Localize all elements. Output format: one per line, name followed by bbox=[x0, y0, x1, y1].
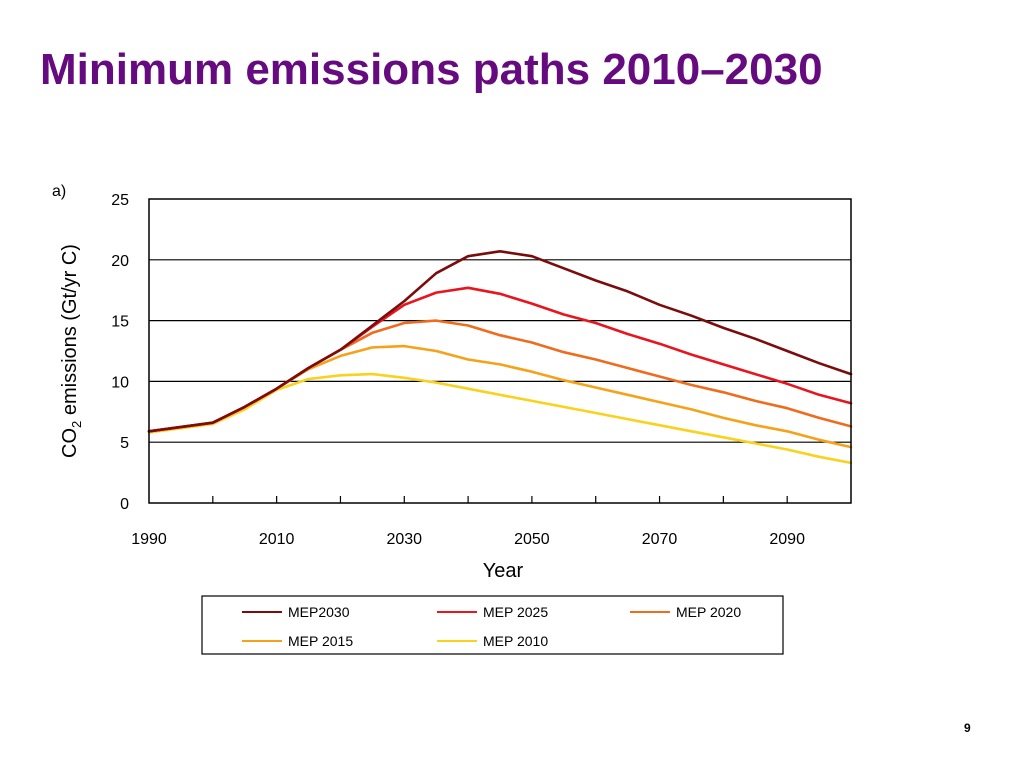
legend-label: MEP 2015 bbox=[288, 633, 353, 649]
x-tick-label: 2070 bbox=[642, 531, 678, 548]
grid-lines bbox=[149, 259, 851, 443]
y-axis-title: CO2 emissions (Gt/yr C) bbox=[59, 244, 84, 458]
svg-text:CO2 emissions (Gt/yr C): CO2 emissions (Gt/yr C) bbox=[59, 244, 84, 458]
x-tick-label: 2030 bbox=[386, 531, 422, 548]
x-tick-label: 1990 bbox=[131, 531, 167, 548]
legend-entry: MEP 2020 bbox=[630, 604, 741, 620]
y-tick-label: 20 bbox=[111, 253, 129, 270]
y-tick-label: 15 bbox=[111, 314, 129, 331]
y-axis-title-rest: emissions (Gt/yr C) bbox=[59, 244, 81, 421]
series-line-mep2025 bbox=[147, 286, 853, 433]
legend-entry: MEP 2025 bbox=[437, 604, 548, 620]
y-tick-label: 5 bbox=[120, 435, 129, 452]
series-line-mep2020 bbox=[147, 319, 853, 433]
legend-label: MEP2030 bbox=[288, 604, 350, 620]
series-line-mep2015 bbox=[147, 344, 853, 449]
plot-area-frame bbox=[148, 198, 852, 504]
legend: MEP2030 MEP 2025 MEP 2020 MEP 2015 MEP 2010 bbox=[242, 604, 741, 649]
x-axis-title: Year bbox=[483, 560, 524, 582]
axis-ticks: 0 5 10 15 20 25 1990 2010 2030 2050 2070 2090 bbox=[111, 192, 805, 548]
y-axis-title-main: CO bbox=[59, 428, 81, 458]
series-lines bbox=[147, 250, 853, 465]
x-tick-label: 2090 bbox=[769, 531, 805, 548]
x-tick-label: 2050 bbox=[514, 531, 550, 548]
y-tick-label: 0 bbox=[120, 496, 129, 513]
legend-label: MEP 2020 bbox=[676, 604, 741, 620]
legend-label: MEP 2025 bbox=[483, 604, 548, 620]
series-line-mep2010 bbox=[147, 372, 853, 465]
y-tick-label: 25 bbox=[111, 192, 129, 209]
series-line-mep2030 bbox=[147, 250, 853, 433]
panel-label: a) bbox=[52, 183, 67, 200]
legend-entry: MEP2030 bbox=[242, 604, 350, 620]
y-tick-label: 10 bbox=[111, 374, 129, 391]
x-tick-label: 2010 bbox=[259, 531, 295, 548]
legend-entry: MEP 2010 bbox=[437, 633, 548, 649]
legend-label: MEP 2010 bbox=[483, 633, 548, 649]
legend-entry: MEP 2015 bbox=[242, 633, 353, 649]
legend-box bbox=[201, 595, 784, 655]
y-axis-title-subscript: 2 bbox=[69, 421, 84, 428]
slide-number: 9 bbox=[964, 721, 971, 735]
slide-title: Minimum emissions paths 2010–2030 bbox=[40, 45, 823, 94]
